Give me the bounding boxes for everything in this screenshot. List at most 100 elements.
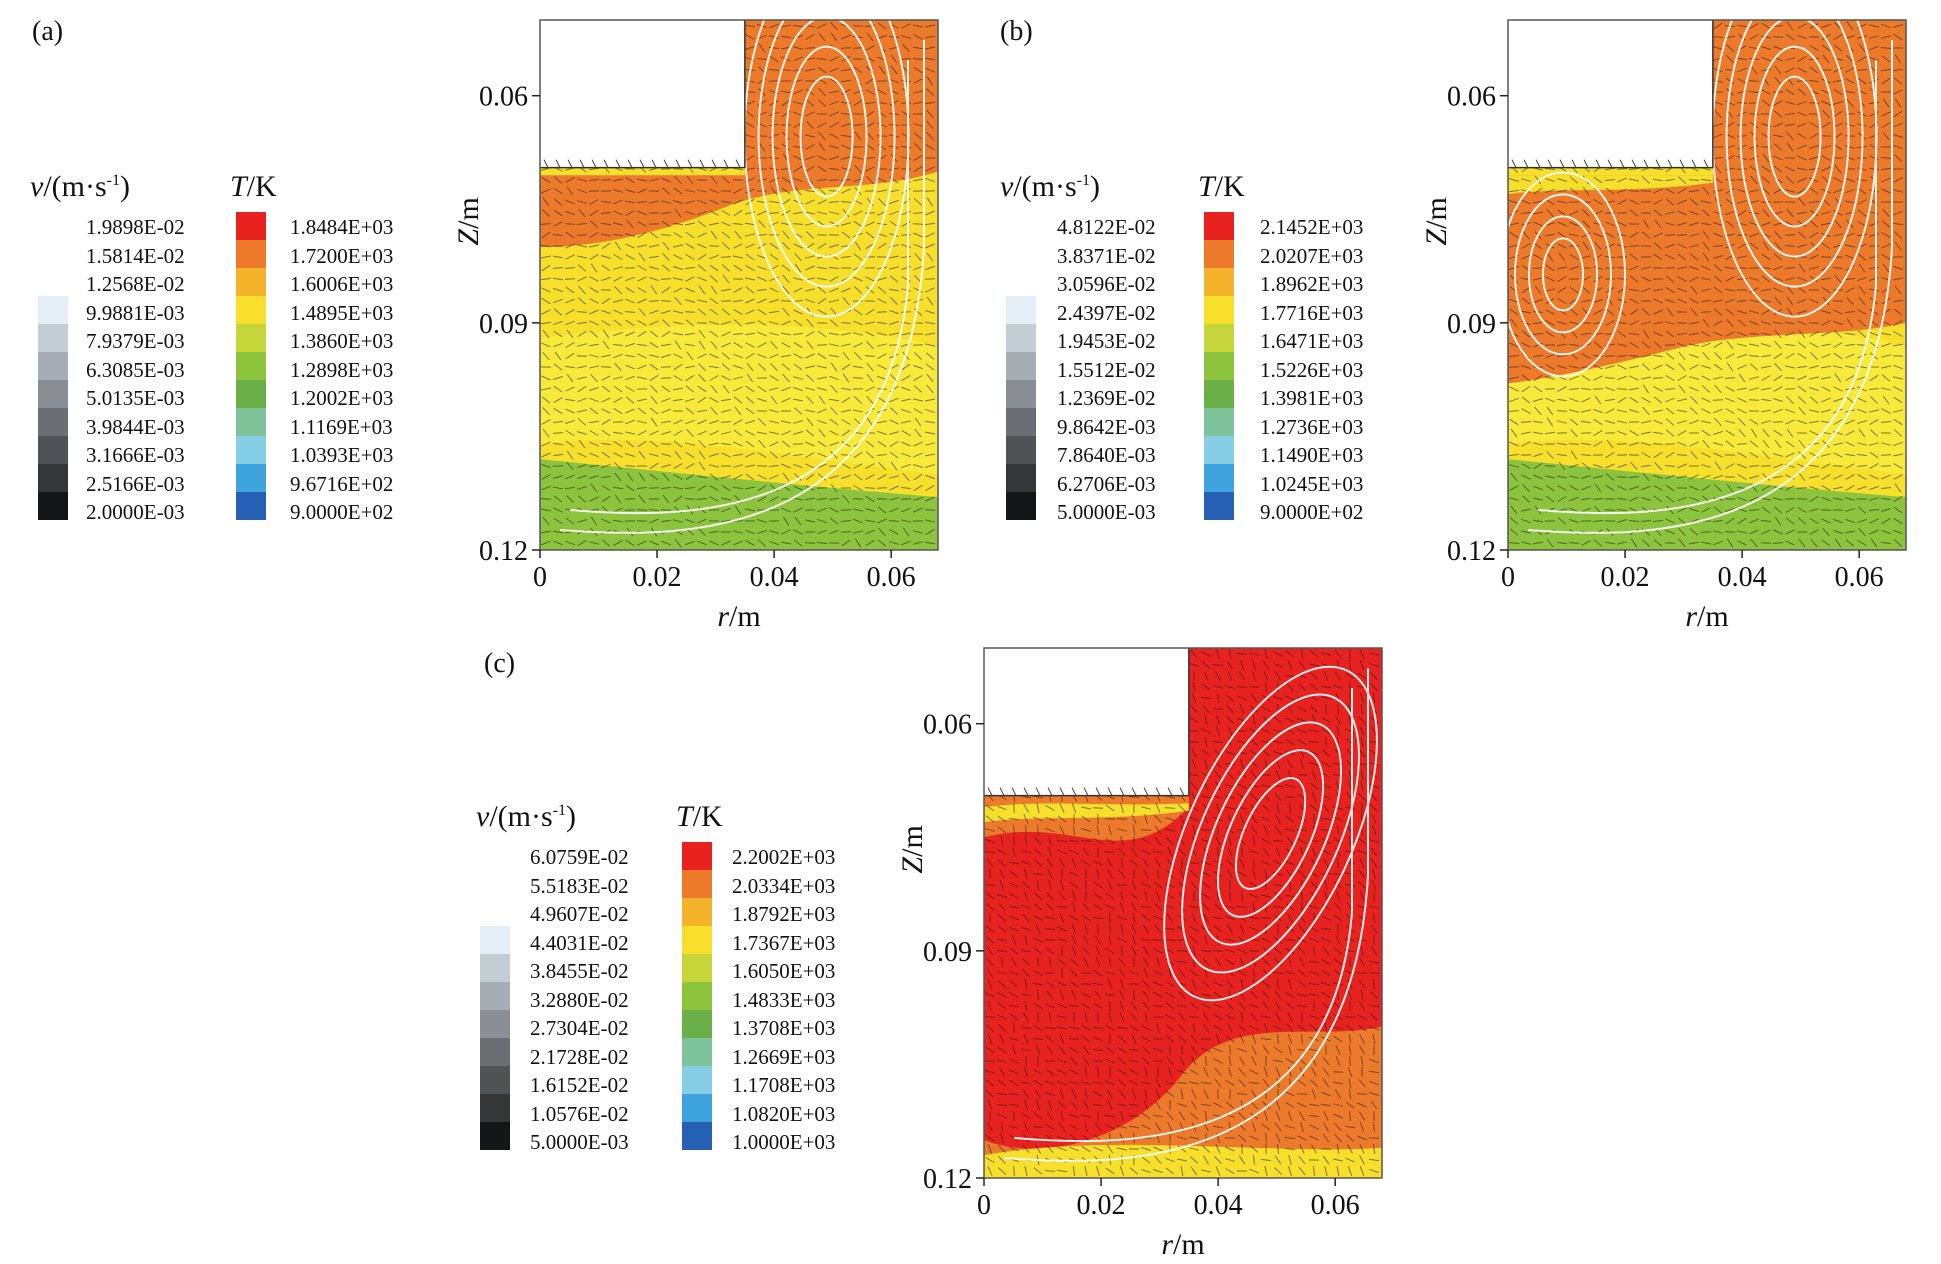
x-axis-title: r/m: [1685, 600, 1728, 633]
velocity-legend-value: 6.0759E-02: [530, 845, 629, 869]
velocity-legend-value: 5.0000E-03: [1057, 500, 1156, 524]
streamline: [1199, 721, 1343, 946]
streamline: [1508, 171, 1626, 378]
velocity-swatch: [480, 1094, 510, 1122]
temperature-swatch: [236, 352, 266, 380]
velocity-legend-values: 1.9898E-02 1.5814E-02 1.2568E-02 9.9881E-03…: [86, 213, 185, 527]
velocity-legend-value: 1.2568E-02: [86, 272, 185, 296]
temperature-swatch: [1204, 268, 1234, 296]
velocity-legend-value: 3.8455E-02: [530, 959, 629, 983]
temperature-swatch: [1204, 352, 1234, 380]
velocity-legend-value: 1.2369E-02: [1057, 386, 1156, 410]
panel-label: (b): [1000, 16, 1033, 47]
velocity-color-scale: [1006, 212, 1036, 520]
velocity-legend-value: 5.0135E-03: [86, 386, 185, 410]
y-tick-label: 0.12: [923, 1164, 972, 1195]
streamline: [1013, 688, 1353, 1143]
x-axis-title: r/m: [1161, 1228, 1204, 1261]
temperature-legend-value: 1.0820E+03: [732, 1101, 836, 1126]
temperature-legend-value: 1.1169E+03: [290, 414, 393, 439]
velocity-swatch: [38, 464, 68, 492]
panel-label: (c): [484, 648, 516, 679]
electrode-outline: [540, 20, 746, 169]
temperature-swatch: [1204, 408, 1234, 436]
velocity-legend-title: v/(m·s-1): [1000, 170, 1100, 203]
velocity-legend-value: 2.4397E-02: [1057, 300, 1156, 325]
streamline: [1542, 237, 1584, 312]
streamline: [757, 20, 896, 288]
temperature-swatch: [236, 408, 266, 436]
x-axis-title: r/m: [717, 600, 760, 633]
velocity-legend-value: 3.0596E-02: [1057, 272, 1156, 296]
streamline: [1527, 40, 1893, 534]
temperature-swatch: [682, 842, 712, 870]
electrode-hatch: [543, 159, 741, 168]
x-tick-label: 0.04: [750, 562, 799, 593]
temperature-swatch: [682, 870, 712, 898]
velocity-legend-value: 1.5814E-02: [86, 243, 185, 268]
electrode-block: [1508, 20, 1713, 168]
temperature-legend-value: 1.7200E+03: [290, 243, 394, 268]
streamline: [1537, 60, 1877, 515]
streamline: [1181, 693, 1360, 974]
region-green: [1508, 459, 1906, 550]
streamline: [785, 45, 868, 228]
velocity-legend-value: 6.2706E-03: [1057, 471, 1156, 496]
temperature-swatch: [1204, 212, 1234, 240]
panel-label: (a): [32, 16, 64, 47]
temperature-legend-value: 1.6471E+03: [1260, 329, 1364, 353]
streamline: [1725, 20, 1864, 288]
temperature-legend-value: 1.5226E+03: [1260, 357, 1364, 382]
velocity-legend-values: 4.8122E-02 3.8371E-02 3.0596E-02 2.4397E-02…: [1057, 213, 1156, 527]
velocity-legend-value: 1.5512E-02: [1057, 357, 1156, 382]
velocity-legend-value: 1.0576E-02: [530, 1101, 629, 1126]
velocity-legend-value: 4.4031E-02: [530, 930, 629, 955]
velocity-swatch: [38, 352, 68, 380]
streamline: [1739, 20, 1850, 258]
temperature-legend-value: 9.6716E+02: [290, 471, 394, 496]
x-tick-label: 0: [977, 1190, 991, 1221]
temperature-legend-value: 1.1490E+03: [1260, 443, 1364, 467]
velocity-swatch: [1006, 436, 1036, 464]
temperature-legend-value: 1.7716E+03: [1260, 300, 1364, 325]
streamline: [799, 75, 854, 198]
electrode-hatch: [987, 787, 1185, 796]
velocity-legend-value: 7.8640E-03: [1057, 443, 1156, 467]
temperature-color-scale: [236, 212, 266, 520]
velocity-legend-value: 7.9379E-03: [86, 329, 185, 353]
temperature-swatch: [682, 1038, 712, 1066]
temperature-swatch: [682, 926, 712, 954]
y-tick-label: 0.09: [923, 937, 972, 968]
velocity-legend-value: 3.1666E-03: [86, 443, 185, 467]
velocity-legend-value: 9.8642E-03: [1057, 414, 1156, 439]
temperature-legend-value: 1.8484E+03: [290, 215, 394, 239]
region-yellow: [1508, 175, 1713, 195]
y-tick-label: 0.09: [479, 309, 528, 340]
velocity-swatch: [480, 1038, 510, 1066]
temperature-legend-values: 2.1452E+03 2.0207E+03 1.8962E+03 1.7716E+03…: [1260, 213, 1363, 527]
temperature-swatch: [1204, 240, 1234, 268]
electrode-outline: [984, 648, 1190, 797]
temperature-legend-title: T/K: [1198, 170, 1245, 203]
temperature-legend-value: 2.2002E+03: [732, 845, 836, 869]
velocity-swatch: [38, 212, 68, 240]
velocity-swatch: [38, 492, 68, 520]
velocity-swatch: [1006, 268, 1036, 296]
velocity-legend-value: 1.9898E-02: [86, 215, 185, 239]
velocity-legend-value: 2.0000E-03: [86, 500, 185, 524]
streamline: [1003, 668, 1369, 1162]
temperature-legend-value: 1.2669E+03: [732, 1044, 836, 1069]
temperature-legend-value: 1.2002E+03: [290, 386, 394, 410]
streamline: [1767, 75, 1822, 198]
temperature-legend-title: T/K: [230, 170, 277, 203]
velocity-legend-value: 2.7304E-02: [530, 1016, 629, 1040]
streamline: [569, 60, 909, 515]
temperature-swatch: [1204, 492, 1234, 520]
y-tick-label: 0.12: [479, 536, 528, 567]
region-yellow: [984, 1144, 1382, 1178]
y-axis-title: Z/m: [1420, 197, 1453, 245]
velocity-swatch: [480, 926, 510, 954]
x-tick-label: 0.02: [1077, 1190, 1126, 1221]
streamline: [1753, 45, 1836, 228]
velocity-color-scale: [480, 842, 510, 1150]
